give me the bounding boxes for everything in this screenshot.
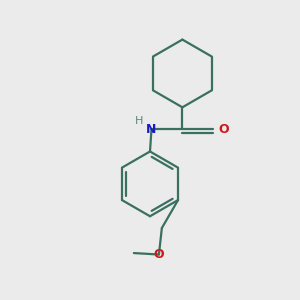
Text: H: H	[135, 116, 143, 126]
Text: O: O	[219, 123, 229, 136]
Text: O: O	[154, 248, 164, 261]
Text: N: N	[146, 123, 157, 136]
